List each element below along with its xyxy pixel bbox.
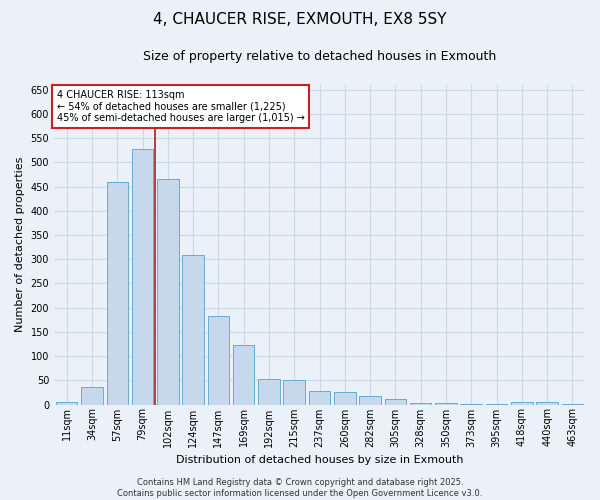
Bar bbox=[334, 392, 356, 404]
Text: 4 CHAUCER RISE: 113sqm
← 54% of detached houses are smaller (1,225)
45% of semi-: 4 CHAUCER RISE: 113sqm ← 54% of detached… bbox=[56, 90, 305, 123]
Text: Contains HM Land Registry data © Crown copyright and database right 2025.
Contai: Contains HM Land Registry data © Crown c… bbox=[118, 478, 482, 498]
Bar bbox=[157, 180, 179, 404]
Text: 4, CHAUCER RISE, EXMOUTH, EX8 5SY: 4, CHAUCER RISE, EXMOUTH, EX8 5SY bbox=[153, 12, 447, 28]
Bar bbox=[132, 150, 153, 404]
Bar bbox=[283, 380, 305, 404]
Bar bbox=[410, 403, 431, 404]
Bar bbox=[309, 392, 330, 404]
Bar bbox=[208, 316, 229, 404]
Title: Size of property relative to detached houses in Exmouth: Size of property relative to detached ho… bbox=[143, 50, 496, 63]
Bar bbox=[56, 402, 77, 404]
Bar bbox=[511, 402, 533, 404]
Bar bbox=[182, 256, 204, 404]
X-axis label: Distribution of detached houses by size in Exmouth: Distribution of detached houses by size … bbox=[176, 455, 463, 465]
Bar bbox=[258, 380, 280, 404]
Bar bbox=[81, 387, 103, 404]
Bar bbox=[359, 396, 381, 404]
Bar bbox=[233, 346, 254, 405]
Y-axis label: Number of detached properties: Number of detached properties bbox=[15, 157, 25, 332]
Bar bbox=[385, 398, 406, 404]
Bar bbox=[107, 182, 128, 404]
Bar bbox=[536, 402, 558, 404]
Bar bbox=[435, 403, 457, 404]
